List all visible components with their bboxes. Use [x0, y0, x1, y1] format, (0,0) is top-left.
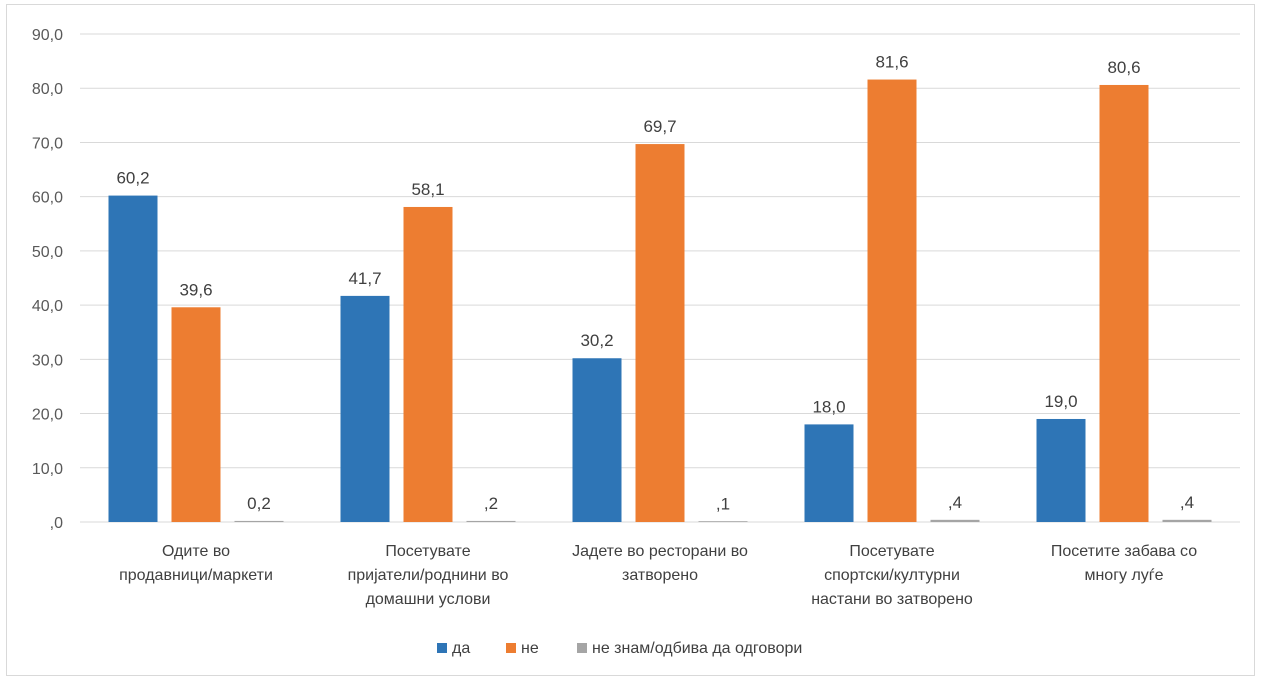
- legend-swatch-1: [437, 643, 447, 653]
- x-category-label: Посетувате: [385, 543, 470, 560]
- data-label: 80,6: [1107, 58, 1140, 77]
- data-label: ,4: [1180, 493, 1194, 512]
- bar-3-1: [234, 520, 284, 522]
- bar-2-3: [635, 144, 685, 522]
- y-tick-label: 10,0: [32, 461, 63, 478]
- data-label: 39,6: [179, 280, 212, 299]
- x-category-label: настани во затворено: [811, 591, 973, 608]
- bar-3-2: [466, 520, 516, 522]
- x-category-label: пријатели/роднини во: [348, 567, 509, 584]
- bar-2-5: [1099, 84, 1149, 523]
- legend-label: не: [521, 640, 539, 657]
- data-label: 41,7: [348, 269, 381, 288]
- x-category-label: спортски/културни: [824, 567, 960, 584]
- y-tick-label: 20,0: [32, 407, 63, 424]
- data-label: ,1: [716, 494, 730, 513]
- data-label: 0,2: [247, 494, 271, 513]
- data-label: 69,7: [643, 117, 676, 136]
- legend-label: не знам/одбива да одговори: [592, 640, 802, 657]
- bar-3-4: [930, 519, 980, 522]
- bar-2-1: [171, 307, 221, 522]
- data-label: ,2: [484, 494, 498, 513]
- data-label: 81,6: [875, 53, 908, 72]
- y-tick-label: 60,0: [32, 190, 63, 207]
- y-tick-label: 90,0: [32, 27, 63, 44]
- bar-2-2: [403, 206, 453, 523]
- legend-label: да: [452, 640, 470, 657]
- bar-3-3: [698, 521, 748, 522]
- x-category-label: Посетите забава со: [1051, 543, 1197, 560]
- bar-1-5: [1036, 418, 1086, 522]
- legend-swatch-3: [577, 643, 587, 653]
- data-label: ,4: [948, 493, 962, 512]
- bar-1-2: [340, 295, 390, 522]
- bar-1-1: [108, 195, 158, 523]
- data-label: 18,0: [812, 397, 845, 416]
- data-label: 58,1: [411, 180, 444, 199]
- x-category-label: продавници/маркети: [119, 567, 273, 584]
- y-tick-label: 40,0: [32, 298, 63, 315]
- bar-1-3: [572, 358, 622, 522]
- x-category-label: затворено: [622, 567, 698, 584]
- y-tick-label: 50,0: [32, 244, 63, 261]
- x-category-label: домашни услови: [366, 591, 491, 608]
- y-tick-label: 70,0: [32, 135, 63, 152]
- y-tick-label: 80,0: [32, 81, 63, 98]
- x-category-label: Одите во: [162, 543, 230, 560]
- bar-3-5: [1162, 519, 1212, 522]
- y-tick-label: 30,0: [32, 352, 63, 369]
- x-category-label: Посетувате: [849, 543, 934, 560]
- data-label: 60,2: [116, 169, 149, 188]
- bar-1-4: [804, 424, 854, 522]
- legend-swatch-2: [506, 643, 516, 653]
- y-tick-label: ,0: [50, 515, 63, 532]
- bar-2-4: [867, 79, 917, 523]
- x-category-label: многу луѓе: [1084, 567, 1163, 584]
- x-category-label: Јадете во ресторани во: [572, 543, 748, 560]
- data-label: 19,0: [1044, 392, 1077, 411]
- data-label: 30,2: [580, 331, 613, 350]
